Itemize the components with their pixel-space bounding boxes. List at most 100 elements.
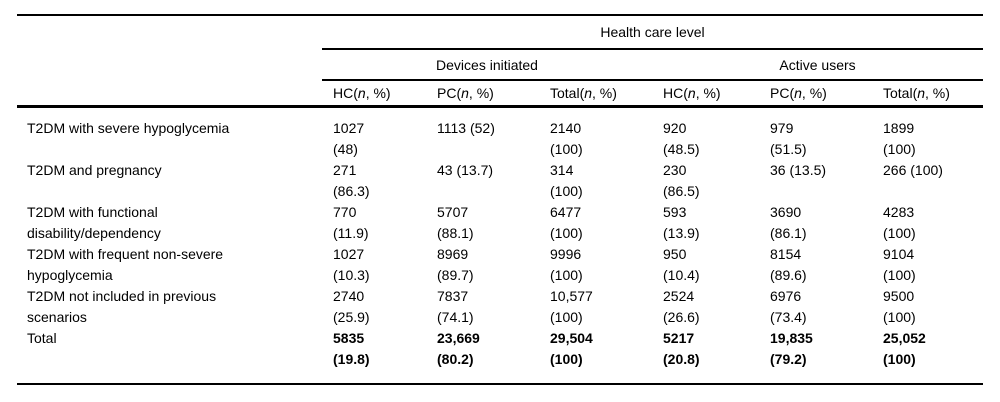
value-line: 266 (100) <box>883 162 943 178</box>
value-cell: 2740 (25.9) <box>322 286 426 328</box>
value-line: 6976 <box>770 288 802 304</box>
value-line: 9500 <box>883 288 915 304</box>
value-line: 230 <box>663 162 687 178</box>
value-cell: 266 (100) <box>872 160 983 202</box>
value-line: (10.3) <box>333 267 370 283</box>
value-line: (88.1) <box>437 225 474 241</box>
value-line: (73.4) <box>770 309 807 325</box>
value-cell: 314 (100) <box>539 160 652 202</box>
value-line: 6477 <box>550 204 582 220</box>
corner-cell <box>17 49 322 80</box>
value-line: 314 <box>550 162 574 178</box>
column-header-text: , %) <box>695 85 721 101</box>
column-header-text: n <box>461 85 469 101</box>
row-label: T2DM with frequent non-severe hypoglycemi… <box>17 244 322 286</box>
value-line: 36 (13.5) <box>770 162 827 178</box>
value-line: 2740 <box>333 288 365 304</box>
value-line: (100) <box>550 183 583 199</box>
row-label-line <box>27 139 322 160</box>
health-care-level-table: Health care level Devices initiated Acti… <box>17 14 984 385</box>
value-cell: 36 (13.5) <box>759 160 872 202</box>
row-label: T2DM with severe hypoglycemia <box>17 107 322 161</box>
table-row: T2DM not included in previous scenarios 27… <box>17 286 983 328</box>
value-cell: 8154 (89.6) <box>759 244 872 286</box>
spanner-heading: Health care level <box>322 15 984 50</box>
value-line: (100) <box>883 267 916 283</box>
spanner-row: Health care level <box>17 15 984 50</box>
value-line: 8154 <box>770 246 802 262</box>
value-line: 25,052 <box>883 330 926 346</box>
column-header-text: , %) <box>801 85 827 101</box>
value-cell: 6477 (100) <box>539 202 652 244</box>
value-line <box>770 181 872 202</box>
value-cell: 1027 (48) <box>322 107 426 161</box>
value-line: 271 <box>333 162 357 178</box>
value-line: 29,504 <box>550 330 593 346</box>
value-line: (10.4) <box>663 267 700 283</box>
value-line: (100) <box>883 351 916 367</box>
row-label-line: Total <box>27 330 57 346</box>
value-line: 1113 (52) <box>437 120 495 136</box>
value-line: (19.8) <box>333 351 370 367</box>
value-line: (48) <box>333 141 358 157</box>
value-cell: 7837 (74.1) <box>426 286 539 328</box>
value-line: (100) <box>883 141 916 157</box>
value-line <box>437 139 539 160</box>
value-cell: 9104 (100) <box>872 244 983 286</box>
value-line: (13.9) <box>663 225 700 241</box>
row-label-line: T2DM with frequent non-severe <box>27 246 224 262</box>
row-label-line: T2DM with severe hypoglycemia <box>27 120 230 136</box>
value-cell: 6976 (73.4) <box>759 286 872 328</box>
column-header-text: PC( <box>437 85 462 101</box>
value-cell: 5707 (88.1) <box>426 202 539 244</box>
row-label-line: T2DM not included in previous <box>27 288 217 304</box>
value-line: 979 <box>770 120 794 136</box>
value-cell: 5835 (19.8) <box>322 328 426 384</box>
value-line: 9996 <box>550 246 582 262</box>
value-line: (79.2) <box>770 351 807 367</box>
value-line: 23,669 <box>437 330 480 346</box>
value-cell: 4283 (100) <box>872 202 983 244</box>
column-header-text: HC( <box>663 85 688 101</box>
column-header-text: n <box>917 85 926 101</box>
value-line: 1027 <box>333 120 365 136</box>
row-label-line <box>27 349 322 370</box>
row-label-line: hypoglycemia <box>27 267 113 283</box>
table-row: T2DM with severe hypoglycemia 1027 (48) 111… <box>17 107 983 161</box>
value-line <box>437 181 539 202</box>
value-line: (74.1) <box>437 309 474 325</box>
value-line: (86.3) <box>333 183 370 199</box>
value-line: 5835 <box>333 330 365 346</box>
value-line: (48.5) <box>663 141 700 157</box>
value-cell: 9996 (100) <box>539 244 652 286</box>
value-cell: 593 (13.9) <box>652 202 759 244</box>
value-cell: 2524 (26.6) <box>652 286 759 328</box>
value-line: 10,577 <box>550 288 593 304</box>
column-header-text: n <box>687 85 696 101</box>
value-cell: 29,504 (100) <box>539 328 652 384</box>
group-header-row: Devices initiated Active users <box>17 49 984 81</box>
row-label-line <box>27 181 322 202</box>
column-header-text: Total( <box>550 85 585 101</box>
value-line: (100) <box>550 267 583 283</box>
column-header: PC(n, %) <box>426 80 539 108</box>
row-label: Total <box>17 328 322 384</box>
column-header-text: PC( <box>770 85 795 101</box>
value-line: 950 <box>663 246 687 262</box>
value-cell: 230 (86.5) <box>652 160 759 202</box>
value-line: (100) <box>550 141 583 157</box>
value-line: (89.7) <box>437 267 474 283</box>
column-header-text: n <box>794 85 802 101</box>
value-cell: 271 (86.3) <box>322 160 426 202</box>
value-cell: 8969 (89.7) <box>426 244 539 286</box>
value-line: 1027 <box>333 246 365 262</box>
value-cell: 1899 (100) <box>872 107 983 161</box>
value-line: (100) <box>550 351 583 367</box>
column-header: Total(n, %) <box>872 80 984 108</box>
value-cell: 5217 (20.8) <box>652 328 759 384</box>
value-line: (11.9) <box>333 225 369 241</box>
row-label: T2DM not included in previous scenarios <box>17 286 322 328</box>
value-cell: 950 (10.4) <box>652 244 759 286</box>
row-label-line: T2DM with functional <box>27 204 158 220</box>
